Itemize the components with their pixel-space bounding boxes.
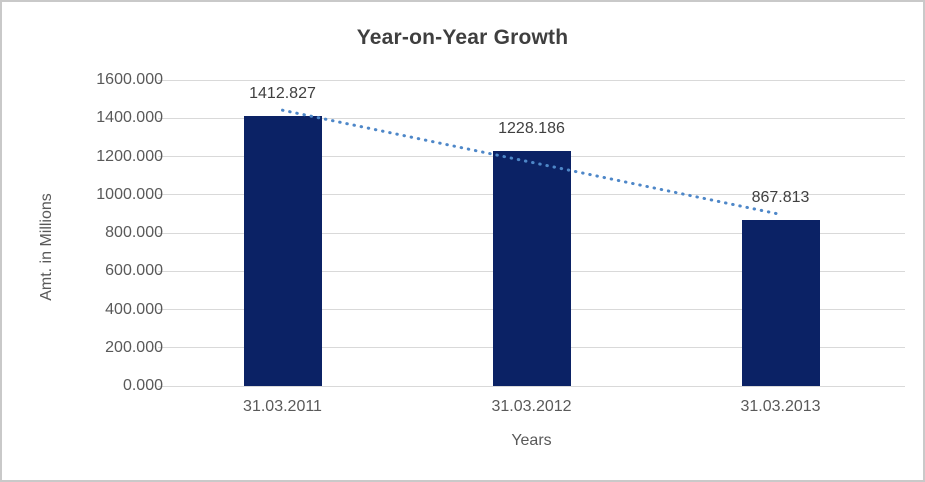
x-tick-label: 31.03.2013 (740, 398, 821, 415)
y-tick-label: 200.000 (105, 338, 163, 356)
trendline (281, 108, 782, 216)
y-tick-label: 600.000 (105, 262, 163, 280)
y-tick-label: 400.000 (105, 300, 163, 318)
bar-31.03.2013 (741, 220, 820, 386)
y-axis-title: Amt. in Millions (38, 193, 55, 301)
bar-data-label: 1412.827 (249, 84, 316, 102)
bar-data-label: 867.813 (751, 189, 810, 207)
bar-data-label: 1228.186 (498, 120, 565, 138)
gridline (158, 117, 905, 119)
y-tick-label: 1200.000 (96, 147, 163, 165)
gridline (158, 79, 905, 81)
y-tick-label: 0.000 (122, 377, 163, 394)
x-tick-label: 31.03.2012 (491, 398, 572, 415)
x-tick-label: 31.03.2011 (243, 398, 322, 415)
gridline (158, 385, 905, 387)
y-tick-label: 1600.000 (96, 71, 163, 88)
chart-title: Year-on-Year Growth (356, 26, 569, 49)
y-tick-label: 1000.000 (96, 185, 163, 203)
bar-31.03.2012 (492, 151, 571, 386)
y-tick-label: 1400.000 (96, 109, 163, 127)
y-tick-label: 800.000 (105, 224, 163, 241)
bar-31.03.2011 (243, 115, 322, 386)
plot-area: 1412.827 1228.186 867.813 (158, 79, 905, 387)
x-axis-title: Years (511, 432, 552, 449)
